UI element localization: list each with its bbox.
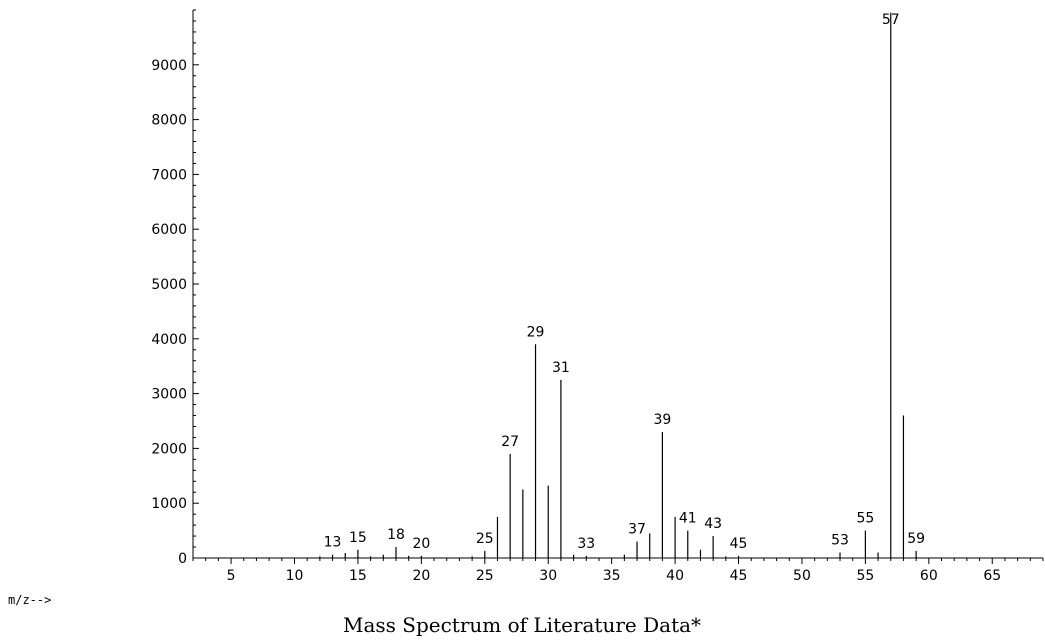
y-tick-label: 3000 (151, 387, 187, 403)
chart-title: Mass Spectrum of Literature Data* (343, 613, 701, 637)
y-tick-label: 5000 (151, 277, 187, 293)
x-tick-label: 30 (539, 568, 557, 584)
peak-labels: 13 15 18 20 25 27 29 31 33 37 39 41 43 45 53 55 57 59 (324, 12, 925, 552)
spectrum-peaks (319, 12, 917, 558)
y-tick-label: 2000 (151, 441, 187, 457)
peak-label: 33 (577, 536, 595, 552)
peak-label: 53 (831, 533, 849, 549)
y-tick-label: 8000 (151, 113, 187, 129)
x-tick-label: 15 (349, 568, 367, 584)
peak-label: 59 (907, 531, 925, 547)
x-tick-label: 25 (476, 568, 494, 584)
x-tick-label: 35 (603, 568, 621, 584)
peak-label: 25 (476, 531, 494, 547)
x-tick-label: 10 (286, 568, 304, 584)
x-tick-label: 60 (920, 568, 938, 584)
x-axis-label: m/z--> (8, 593, 51, 607)
y-tick-label: 1000 (151, 496, 187, 512)
peak-label: 39 (653, 412, 671, 428)
x-tick-label: 55 (856, 568, 874, 584)
x-ticks: 5 10 15 20 25 30 35 40 45 50 55 60 65 (192, 558, 1044, 584)
peak-label: 37 (628, 522, 646, 538)
y-tick-label: 0 (178, 551, 187, 567)
peak-label: 15 (349, 530, 367, 546)
peak-label: 18 (387, 527, 405, 543)
peak-label: 55 (856, 511, 874, 527)
peak-label: 31 (552, 360, 570, 376)
x-tick-label: 65 (983, 568, 1001, 584)
x-tick-label: 20 (412, 568, 430, 584)
y-ticks: 0 1000 2000 3000 4000 5000 6000 7000 8000 9000 (151, 9, 199, 567)
peak-label: 57 (882, 12, 900, 28)
peak-label: 27 (501, 434, 519, 450)
y-tick-label: 9000 (151, 58, 187, 74)
plot-area: 0 1000 2000 3000 4000 5000 6000 7000 8000 9000 5 1… (151, 9, 1044, 584)
x-tick-label: 50 (793, 568, 811, 584)
x-tick-label: 5 (227, 568, 236, 584)
y-tick-label: 7000 (151, 167, 187, 183)
x-tick-label: 45 (730, 568, 748, 584)
peak-label: 41 (679, 511, 697, 527)
peak-label: 43 (704, 516, 722, 532)
peak-label: 45 (730, 536, 748, 552)
y-tick-label: 6000 (151, 222, 187, 238)
peak-label: 13 (324, 535, 342, 551)
peak-label: 29 (527, 324, 545, 340)
peak-label: 20 (412, 536, 430, 552)
y-tick-label: 4000 (151, 332, 187, 348)
x-tick-label: 40 (666, 568, 684, 584)
